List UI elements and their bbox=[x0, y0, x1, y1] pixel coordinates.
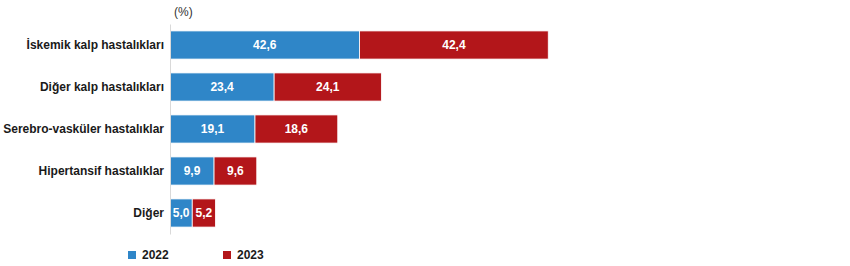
bar-segment bbox=[170, 73, 274, 101]
tick-label: İskemik kalp hastalıkları bbox=[27, 37, 164, 52]
data-labels: 42,6 23,4 19,1 9,9 5,0 42,4 24,1 18,6 9,6 5,2 bbox=[173, 38, 466, 220]
data-label: 42,4 bbox=[442, 38, 466, 52]
bars bbox=[170, 31, 548, 227]
data-label: 42,6 bbox=[253, 38, 277, 52]
data-label: 5,2 bbox=[195, 206, 212, 220]
legend-swatch bbox=[128, 251, 136, 259]
tick: Serebro-vasküler hastalıklar bbox=[3, 122, 170, 136]
tick: Diğer bbox=[133, 206, 170, 220]
data-label: 5,0 bbox=[173, 206, 190, 220]
bar-segment bbox=[192, 199, 215, 227]
bar-segment bbox=[360, 31, 549, 59]
y-axis: İskemik kalp hastalıkları Diğer kalp hast… bbox=[3, 25, 170, 235]
tick: Diğer kalp hastalıkları bbox=[40, 80, 170, 94]
data-label: 24,1 bbox=[316, 80, 340, 94]
legend-label: 2023 bbox=[237, 248, 264, 262]
bar-segment bbox=[214, 157, 257, 185]
bar-segment bbox=[274, 73, 381, 101]
tick-label: Diğer kalp hastalıkları bbox=[40, 80, 164, 94]
data-label: 9,6 bbox=[227, 164, 244, 178]
axis-line bbox=[170, 25, 171, 235]
legend: 2022 2023 bbox=[128, 248, 264, 262]
data-label: 9,9 bbox=[184, 164, 201, 178]
unit-label: (%) bbox=[174, 5, 193, 19]
tick-label: Diğer bbox=[133, 206, 164, 220]
data-label: 23,4 bbox=[210, 80, 234, 94]
tick: Hipertansif hastalıklar bbox=[39, 164, 170, 178]
tick: İskemik kalp hastalıkları bbox=[27, 37, 170, 52]
tick-label: Hipertansif hastalıklar bbox=[39, 164, 165, 178]
tick-label: Serebro-vasküler hastalıklar bbox=[3, 122, 164, 136]
data-label: 18,6 bbox=[285, 122, 309, 136]
bar-segment bbox=[170, 157, 214, 185]
bar-segment bbox=[170, 199, 192, 227]
bar-segment bbox=[170, 31, 360, 59]
bar-segment bbox=[170, 115, 255, 143]
bar-segment bbox=[255, 115, 338, 143]
data-label: 19,1 bbox=[201, 122, 225, 136]
legend-label: 2022 bbox=[142, 248, 169, 262]
chart: (%) 42,6 23,4 19,1 9,9 5,0 42,4 24,1 18,6 9,6 5,2 İ… bbox=[0, 0, 850, 266]
legend-swatch bbox=[223, 251, 231, 259]
